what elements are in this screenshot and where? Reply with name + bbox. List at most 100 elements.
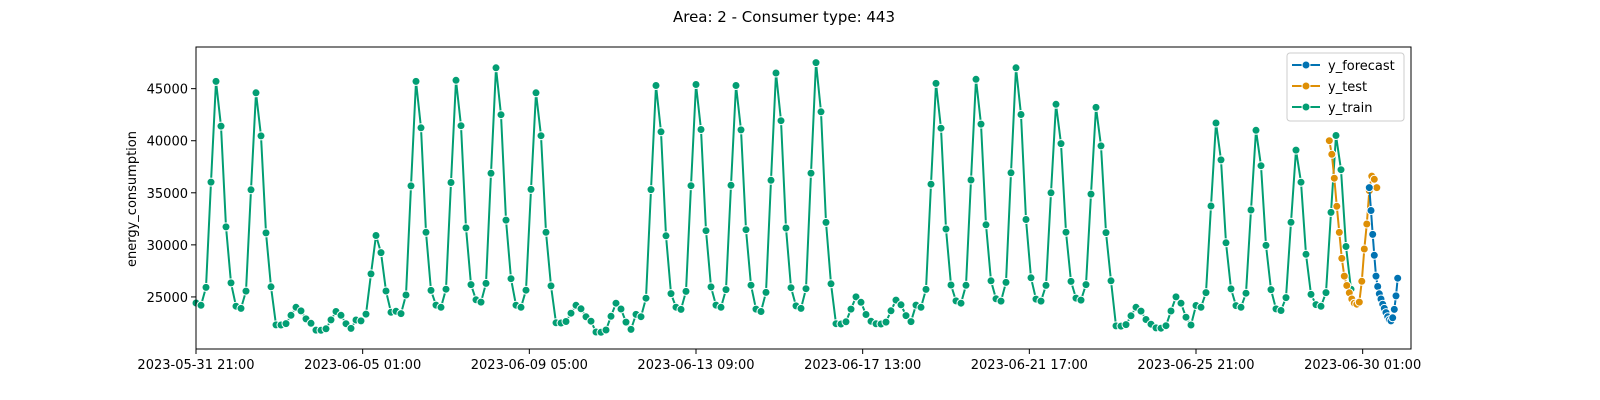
data-point-y-train	[436, 302, 446, 312]
data-point-y-train	[506, 274, 516, 284]
data-point-y-train	[516, 302, 526, 312]
data-point-y-train	[1206, 201, 1216, 211]
data-point-y-train	[1081, 280, 1091, 290]
data-point-y-train	[576, 304, 586, 314]
data-point-y-train	[426, 285, 436, 295]
data-point-y-train	[466, 280, 476, 290]
data-point-y-forecast	[1368, 229, 1378, 239]
data-point-y-train	[626, 324, 636, 334]
data-point-y-train	[846, 304, 856, 314]
data-point-y-train	[411, 76, 421, 86]
data-point-y-train	[861, 310, 871, 319]
data-point-y-train	[696, 125, 706, 134]
data-point-y-train	[406, 181, 416, 191]
data-point-y-train	[726, 180, 736, 190]
legend-item-train: y_train	[1292, 101, 1372, 116]
x-tick-label: 2023-06-25 21:00	[1137, 358, 1254, 373]
data-point-y-train	[256, 131, 266, 141]
data-point-y-train	[1241, 288, 1251, 298]
data-point-y-train	[816, 107, 826, 117]
data-point-y-train	[266, 282, 276, 292]
data-point-y-train	[1161, 321, 1171, 331]
data-point-y-train	[901, 311, 911, 321]
data-point-y-train	[526, 184, 536, 194]
x-tick-label: 2023-06-21 17:00	[971, 358, 1088, 373]
data-point-y-train	[1091, 102, 1101, 112]
data-point-y-train	[1006, 168, 1016, 178]
data-point-y-train	[676, 304, 686, 314]
data-point-y-train	[796, 303, 806, 313]
data-point-y-train	[306, 318, 316, 328]
plot-area	[191, 58, 1403, 337]
data-point-y-train	[886, 306, 896, 316]
data-point-y-train	[586, 316, 596, 326]
data-point-y-train	[361, 309, 371, 319]
data-point-y-train	[601, 325, 611, 335]
data-point-y-train	[841, 317, 851, 327]
data-point-y-test	[1332, 201, 1342, 211]
legend-label-test: y_test	[1328, 80, 1367, 95]
data-point-y-train	[611, 298, 621, 308]
data-point-y-train	[416, 123, 426, 133]
data-point-y-train	[1326, 207, 1336, 217]
data-point-y-train	[531, 88, 541, 98]
data-point-y-train	[736, 125, 746, 135]
data-point-y-train	[546, 281, 556, 291]
y-tick-label: 35000	[147, 187, 188, 202]
legend-dot-test	[1301, 81, 1311, 91]
data-point-y-train	[1196, 302, 1206, 312]
data-point-y-train	[281, 319, 291, 329]
data-point-y-train	[441, 284, 451, 294]
y-tick-label: 25000	[147, 291, 188, 306]
data-point-y-train	[766, 175, 776, 185]
data-point-y-test	[1339, 271, 1349, 281]
data-point-y-train	[681, 286, 691, 296]
data-point-y-train	[221, 222, 231, 232]
data-point-y-train	[1016, 110, 1026, 119]
data-point-y-train	[661, 231, 671, 241]
data-point-y-train	[1061, 227, 1071, 237]
data-point-y-train	[246, 185, 256, 195]
data-point-y-train	[501, 215, 511, 225]
legend-dot-train	[1301, 102, 1311, 112]
x-tick-label: 2023-06-30 01:00	[1304, 358, 1421, 373]
legend-label-forecast: y_forecast	[1328, 59, 1395, 74]
data-point-y-train	[916, 302, 926, 312]
data-point-y-train	[561, 317, 571, 326]
data-point-y-test	[1327, 149, 1337, 159]
data-point-y-train	[851, 292, 861, 302]
data-point-y-train	[196, 300, 206, 310]
data-point-y-train	[721, 285, 731, 295]
x-tick-label: 2023-06-05 01:00	[304, 358, 421, 373]
data-point-y-train	[976, 119, 986, 129]
data-point-y-test	[1334, 227, 1344, 237]
data-point-y-train	[1301, 249, 1311, 259]
data-point-y-train	[666, 289, 676, 299]
data-point-y-train	[261, 228, 271, 238]
series-y-forecast	[1364, 183, 1403, 326]
series-line-y-train	[195, 61, 1352, 334]
data-point-y-train	[1051, 99, 1061, 109]
data-point-y-train	[746, 280, 756, 290]
data-point-y-train	[1036, 296, 1046, 306]
legend-item-test: y_test	[1292, 80, 1367, 95]
data-point-y-train	[1181, 312, 1191, 322]
legend-item-forecast: y_forecast	[1292, 59, 1395, 74]
legend: y_forecast y_test y_train	[1286, 52, 1405, 122]
series-y-train	[191, 58, 1356, 337]
y-tick-label: 30000	[147, 239, 188, 254]
data-point-y-train	[856, 297, 866, 307]
data-point-y-train	[326, 315, 336, 325]
data-point-y-train	[1086, 189, 1096, 199]
data-point-y-forecast	[1388, 313, 1398, 323]
data-point-y-forecast	[1389, 304, 1399, 314]
data-point-y-train	[941, 224, 951, 234]
data-point-y-train	[981, 220, 991, 230]
data-point-y-train	[541, 227, 551, 237]
data-point-y-test	[1359, 244, 1369, 254]
data-point-y-train	[731, 81, 741, 90]
data-point-y-train	[396, 309, 406, 319]
chart-title: Area: 2 - Consumer type: 443	[673, 8, 895, 26]
data-point-y-train	[896, 300, 906, 310]
data-point-y-train	[1186, 320, 1196, 330]
